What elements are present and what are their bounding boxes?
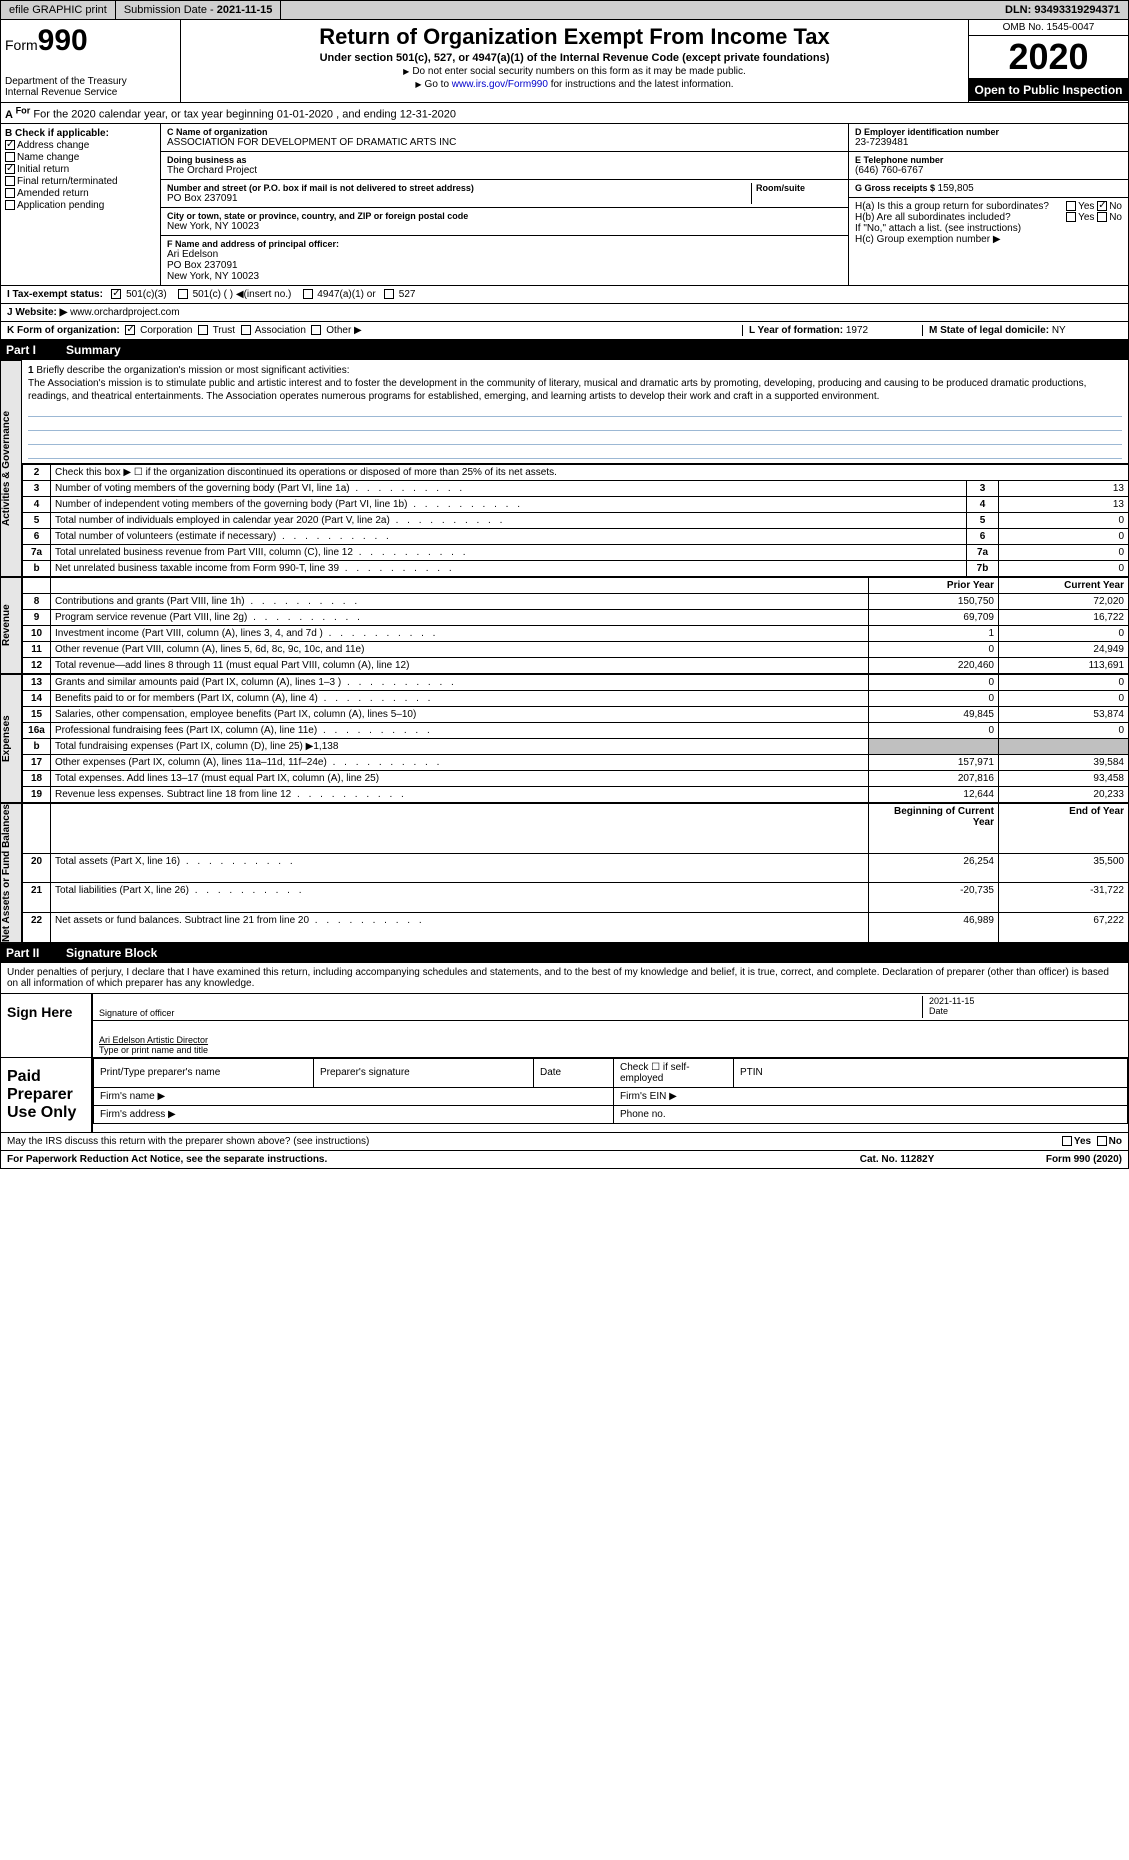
check-application[interactable] (5, 200, 15, 210)
check-address-change[interactable] (5, 140, 15, 150)
omb-number: OMB No. 1545-0047 (969, 20, 1128, 36)
check-527[interactable] (384, 289, 394, 299)
check-501c3[interactable] (111, 289, 121, 299)
part1-header: Part ISummary (0, 340, 1129, 360)
header-right: OMB No. 1545-0047 2020 Open to Public In… (968, 20, 1128, 102)
dln: DLN: 93493319294371 (997, 1, 1128, 19)
check-corp[interactable] (125, 325, 135, 335)
part2-header: Part IISignature Block (0, 943, 1129, 963)
check-501c[interactable] (178, 289, 188, 299)
state-domicile: NY (1052, 325, 1066, 336)
submission-date: Submission Date - 2021-11-15 (116, 1, 282, 19)
footer: For Paperwork Reduction Act Notice, see … (0, 1151, 1129, 1169)
discuss-no[interactable] (1097, 1136, 1107, 1146)
form-header: Form990 Department of the Treasury Inter… (0, 20, 1129, 103)
efile-label: efile GRAPHIC print (1, 1, 116, 19)
check-trust[interactable] (198, 325, 208, 335)
subtitle-1: Under section 501(c), 527, or 4947(a)(1)… (185, 52, 964, 64)
hb-yes[interactable] (1066, 212, 1076, 222)
header-left: Form990 Department of the Treasury Inter… (1, 20, 181, 102)
subtitle-2: Do not enter social security numbers on … (185, 66, 964, 77)
tax-year: 2020 (969, 36, 1128, 79)
perjury-text: Under penalties of perjury, I declare th… (0, 963, 1129, 994)
sign-here: Sign Here Signature of officer 2021-11-1… (0, 994, 1129, 1058)
org-name: ASSOCIATION FOR DEVELOPMENT OF DRAMATIC … (167, 137, 842, 148)
street-address: PO Box 237091 (167, 193, 751, 204)
officer-sig-name: Ari Edelson Artistic Director (99, 1035, 208, 1045)
ein: 23-7239481 (855, 137, 1122, 148)
vtab-netassets: Net Assets or Fund Balances (0, 803, 22, 943)
discuss-yes[interactable] (1062, 1136, 1072, 1146)
right-col: D Employer identification number 23-7239… (848, 124, 1128, 285)
check-final-return[interactable] (5, 176, 15, 186)
mission-text: The Association's mission is to stimulat… (28, 378, 1086, 402)
check-initial-return[interactable] (5, 164, 15, 174)
website: www.orchardproject.com (70, 307, 179, 318)
form-number: 990 (38, 24, 88, 57)
ha-yes[interactable] (1066, 201, 1076, 211)
check-assoc[interactable] (241, 325, 251, 335)
dept-label: Department of the Treasury Internal Reve… (5, 76, 176, 98)
check-name-change[interactable] (5, 152, 15, 162)
officer-name: Ari Edelson (167, 249, 842, 260)
check-other[interactable] (311, 325, 321, 335)
org-form-row: K Form of organization: Corporation Trus… (0, 322, 1129, 340)
box-b: B Check if applicable: Address change Na… (1, 124, 161, 285)
city-state-zip: New York, NY 10023 (167, 221, 842, 232)
section-a: A For For the 2020 calendar year, or tax… (0, 103, 1129, 124)
vtab-revenue: Revenue (0, 577, 22, 674)
dba: The Orchard Project (167, 165, 842, 176)
year-formation: 1972 (846, 325, 868, 336)
check-4947[interactable] (303, 289, 313, 299)
paid-preparer: Paid Preparer Use Only Print/Type prepar… (0, 1058, 1129, 1133)
phone: (646) 760-6767 (855, 165, 1122, 176)
website-row: J Website: ▶ www.orchardproject.com (0, 304, 1129, 322)
header-mid: Return of Organization Exempt From Incom… (181, 20, 968, 102)
open-public-badge: Open to Public Inspection (969, 79, 1128, 101)
subtitle-3: Go to www.irs.gov/Form990 for instructio… (185, 79, 964, 90)
irs-link[interactable]: www.irs.gov/Form990 (452, 79, 548, 90)
top-bar: efile GRAPHIC print Submission Date - 20… (0, 0, 1129, 20)
hb-no[interactable] (1097, 212, 1107, 222)
discuss-row: May the IRS discuss this return with the… (0, 1133, 1129, 1151)
ha-no[interactable] (1097, 201, 1107, 211)
vtab-governance: Activities & Governance (0, 360, 22, 577)
tax-status-row: I Tax-exempt status: 501(c)(3) 501(c) ( … (0, 286, 1129, 304)
vtab-expenses: Expenses (0, 674, 22, 803)
gross-receipts: 159,805 (938, 183, 974, 194)
form-title: Return of Organization Exempt From Incom… (185, 24, 964, 50)
box-c: C Name of organization ASSOCIATION FOR D… (161, 124, 848, 285)
entity-grid: B Check if applicable: Address change Na… (0, 124, 1129, 286)
check-amended[interactable] (5, 188, 15, 198)
